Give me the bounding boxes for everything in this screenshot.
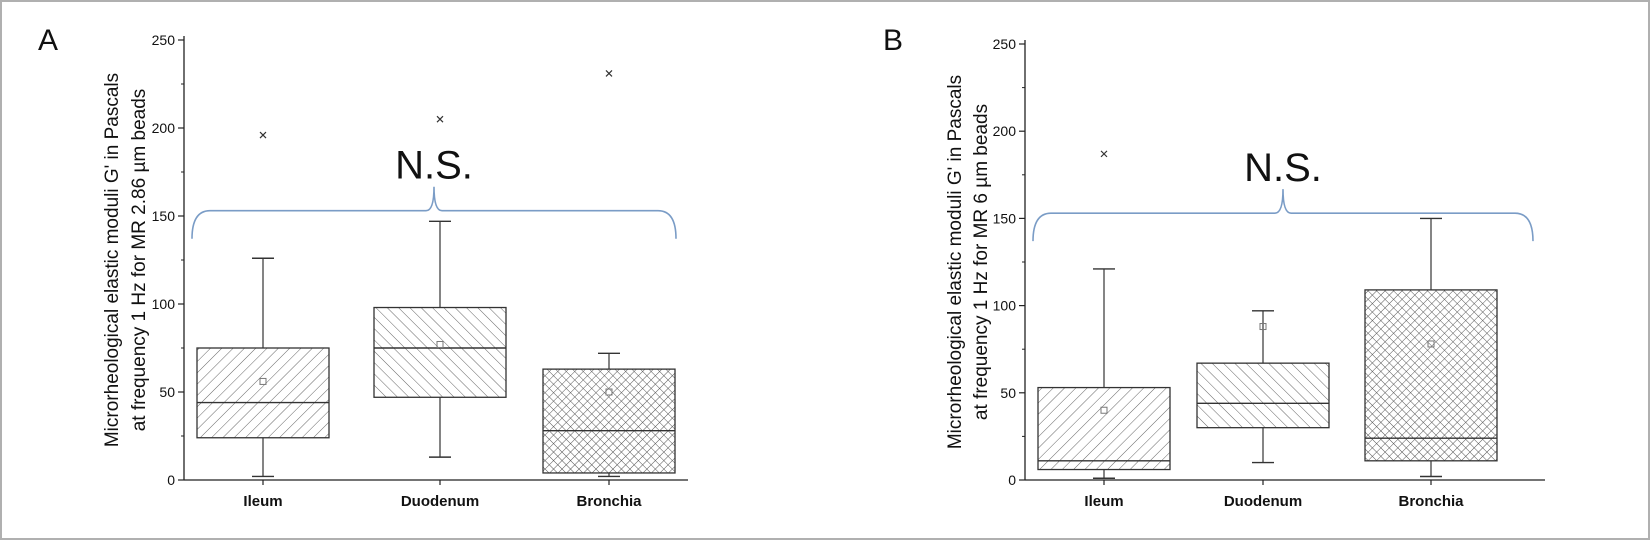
x-tick-label: Duodenum [1224, 493, 1302, 510]
y-tick-label: 150 [993, 210, 1017, 226]
panel-letter: B [883, 24, 903, 57]
box-bronchia [1364, 217, 1498, 478]
box-body [1364, 289, 1498, 462]
box-body [542, 368, 676, 474]
y-tick-label: 50 [1000, 385, 1016, 401]
outlier-point [1100, 150, 1108, 158]
chart-panel-a: A 0 50 100 150 200 250 Microrheological elastic… [38, 24, 688, 510]
outlier-point [436, 115, 444, 123]
mean-marker [1427, 340, 1435, 348]
box-ileum [1037, 150, 1171, 479]
box-body [1037, 386, 1171, 471]
x-tick-label: Ileum [1084, 493, 1123, 510]
significance-label: N.S. [1244, 146, 1322, 190]
significance-bracket [1032, 189, 1534, 242]
x-tick-label: Ileum [243, 493, 282, 510]
y-axis-title-line1: Microrheological elastic moduli G' in Pa… [102, 73, 123, 447]
mean-marker [436, 340, 444, 348]
box-body [373, 306, 507, 398]
y-tick-label: 150 [152, 208, 176, 224]
box-duodenum [1196, 310, 1330, 464]
x-tick-label: Bronchia [1398, 493, 1464, 510]
y-tick-label: 250 [152, 32, 176, 48]
y-axis-title-line2: at frequency 1 Hz for MR 6 µm beads [971, 104, 992, 420]
y-axis-title-line1: Microrheological elastic moduli G' in Pa… [945, 75, 966, 449]
mean-marker [259, 377, 267, 385]
y-tick-label: 100 [993, 298, 1017, 314]
panel-letter: A [38, 24, 58, 57]
chart-panel-b: B 0 50 100 150 200 250 Microrheological elastic… [883, 24, 1545, 510]
x-tick-label: Duodenum [401, 493, 479, 510]
y-tick-label: 0 [167, 472, 175, 488]
mean-marker [1259, 323, 1267, 331]
y-tick-label: 200 [993, 123, 1017, 139]
box-body [196, 347, 330, 439]
mean-marker [1100, 406, 1108, 414]
significance-label: N.S. [395, 144, 473, 188]
y-tick-label: 200 [152, 120, 176, 136]
box-ileum [196, 131, 330, 478]
y-axis-title-line2: at frequency 1 Hz for MR 2.86 µm beads [129, 89, 150, 432]
mean-marker [605, 388, 613, 396]
outlier-point [259, 131, 267, 139]
significance-bracket [191, 186, 677, 239]
y-tick-label: 100 [152, 296, 176, 312]
x-tick-label: Bronchia [576, 493, 642, 510]
y-tick-label: 250 [993, 36, 1017, 52]
box-body [1196, 362, 1330, 429]
box-bronchia [542, 70, 676, 478]
y-tick-label: 0 [1008, 472, 1016, 488]
outlier-point [605, 70, 613, 77]
box-duodenum [373, 115, 507, 458]
y-tick-label: 50 [159, 384, 175, 400]
